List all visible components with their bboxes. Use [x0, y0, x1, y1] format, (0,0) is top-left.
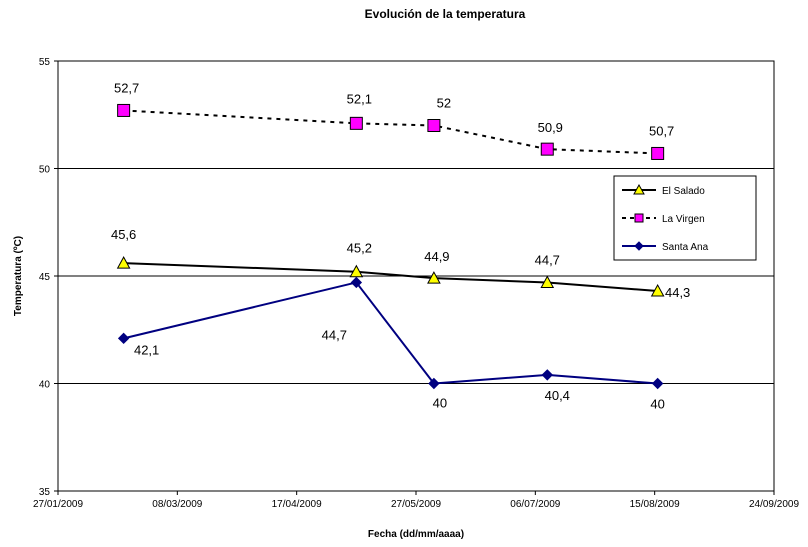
- data-point-marker: [117, 332, 130, 345]
- data-point-marker: [349, 116, 363, 130]
- data-label: 45,6: [111, 227, 136, 242]
- data-point-marker: [651, 146, 665, 160]
- legend-marker: [634, 241, 644, 251]
- data-label: 44,3: [665, 285, 690, 300]
- series-la-virgen: 52,7 52,1 52 50,9 50,7: [114, 80, 674, 160]
- y-axis-title: Temperatura (ºC): [13, 236, 24, 316]
- x-axis-title: Fecha (dd/mm/aaaa): [368, 529, 464, 540]
- data-label: 45,2: [347, 241, 372, 256]
- y-tick-label: 40: [39, 380, 51, 391]
- series-el-salado: 45,6 45,2 44,9 44,7 44,3: [111, 227, 690, 300]
- legend: El Salado La Virgen Santa Ana: [613, 175, 757, 261]
- data-label: 42,1: [134, 342, 159, 357]
- data-point-marker: [349, 264, 364, 278]
- y-tick-label: 55: [39, 57, 51, 68]
- data-point-marker: [116, 256, 131, 269]
- data-label: 50,7: [649, 123, 674, 138]
- x-axis: 27/01/2009 08/03/2009 17/04/2009 27/05/2009…: [33, 491, 799, 510]
- legend-marker: [633, 183, 645, 195]
- data-label: 50,9: [538, 120, 563, 135]
- data-label: 52: [437, 96, 451, 111]
- x-tick-label: 08/03/2009: [152, 499, 202, 510]
- x-tick-label: 15/08/2009: [630, 499, 680, 510]
- x-tick-label: 06/07/2009: [510, 499, 560, 510]
- y-tick-label: 50: [39, 165, 51, 176]
- chart-title: Evolución de la temperatura: [365, 7, 526, 21]
- y-axis: 35 40 45 50 55: [39, 57, 58, 498]
- data-point-marker: [541, 369, 553, 381]
- data-point-marker: [540, 275, 555, 288]
- legend-label: Santa Ana: [662, 242, 709, 253]
- data-label: 40: [650, 397, 664, 412]
- series-line: [123, 109, 658, 155]
- x-tick-label: 27/01/2009: [33, 499, 83, 510]
- data-label: 44,7: [322, 327, 347, 342]
- data-point-marker: [350, 276, 363, 289]
- data-point-marker: [428, 377, 440, 390]
- data-point-marker: [650, 284, 665, 297]
- data-label: 52,1: [347, 91, 372, 106]
- y-tick-label: 45: [39, 272, 51, 283]
- series-group: 45,6 45,2 44,9 44,7 44,3 52,7 52,1 52 50,9 50,7 42…: [111, 80, 690, 411]
- series-santa-ana: 42,1 44,7 40 40,4 40: [117, 276, 665, 412]
- y-tick-label: 35: [39, 487, 51, 498]
- data-label: 40: [433, 396, 447, 411]
- data-label: 44,9: [424, 249, 449, 264]
- data-label: 40,4: [545, 388, 570, 403]
- data-point-marker: [540, 142, 554, 156]
- x-tick-label: 17/04/2009: [272, 499, 322, 510]
- data-label: 52,7: [114, 80, 139, 95]
- data-label: 44,7: [535, 252, 560, 267]
- data-point-marker: [427, 271, 441, 284]
- legend-marker: [634, 213, 644, 223]
- data-point-marker: [651, 377, 664, 390]
- legend-label: La Virgen: [662, 214, 705, 225]
- x-tick-label: 27/05/2009: [391, 499, 441, 510]
- data-point-marker: [117, 103, 131, 117]
- legend-label: El Salado: [662, 186, 705, 197]
- x-tick-label: 24/09/2009: [749, 499, 799, 510]
- data-point-marker: [427, 119, 441, 132]
